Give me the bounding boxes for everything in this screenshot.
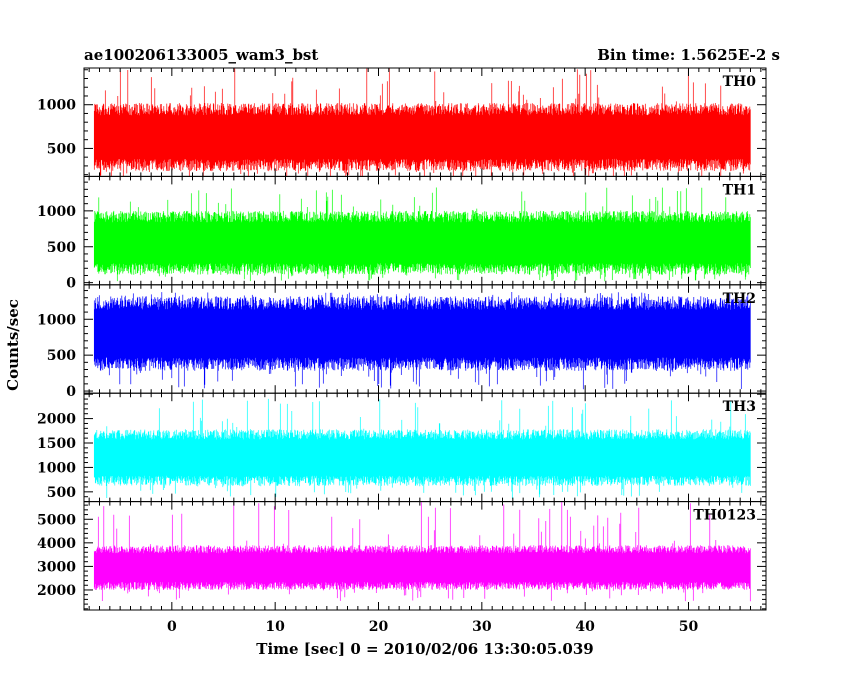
series-th0123-trace [93, 501, 751, 602]
y-tick-label: 500 [47, 141, 76, 157]
y-tick-label: 500 [47, 348, 76, 364]
y-tick-label: 0 [66, 384, 76, 400]
panel-th0-label: TH0 [723, 74, 757, 90]
panel-th2-label: TH2 [723, 291, 756, 307]
header-title: ae100206133005_wam3_bst [84, 46, 318, 64]
x-axis-title: Time [sec] 0 = 2010/02/06 13:30:05.039 [256, 640, 593, 658]
panel-th0123-frame [83, 501, 767, 611]
y-axis-title: Counts/sec [4, 299, 22, 391]
series-th2-trace [93, 292, 751, 390]
y-tick-label: 5000 [37, 512, 76, 528]
x-tick-label: 0 [167, 619, 177, 635]
series-th0-trace [93, 68, 751, 177]
y-tick-label: 1000 [37, 460, 76, 476]
y-tick-label: 2000 [37, 583, 76, 599]
x-tick-label: 10 [265, 619, 285, 635]
y-tick-label: 500 [47, 485, 76, 501]
y-tick-label: 0 [66, 276, 76, 292]
panel-th1-label: TH1 [723, 182, 756, 198]
y-tick-label: 2000 [37, 412, 76, 428]
y-tick-label: 1000 [37, 98, 76, 114]
x-tick-label: 30 [472, 619, 492, 635]
panel-th0123-label: TH0123 [693, 508, 756, 524]
panel-th3-label: TH3 [723, 399, 756, 415]
x-tick-label: 50 [679, 619, 699, 635]
x-tick-label: 20 [369, 619, 389, 635]
y-tick-label: 1500 [37, 436, 76, 452]
series-th1-trace [93, 187, 751, 282]
y-tick-label: 500 [47, 240, 76, 256]
x-tick-label: 40 [575, 619, 595, 635]
y-tick-label: 4000 [37, 536, 76, 552]
series-th3-trace [93, 398, 751, 499]
header-bin-time: Bin time: 1.5625E-2 s [597, 46, 780, 64]
y-tick-label: 1000 [37, 312, 76, 328]
y-tick-label: 1000 [37, 204, 76, 220]
panels-group: 5001000TH005001000TH105001000TH250010001… [37, 67, 767, 635]
y-tick-label: 3000 [37, 559, 76, 575]
